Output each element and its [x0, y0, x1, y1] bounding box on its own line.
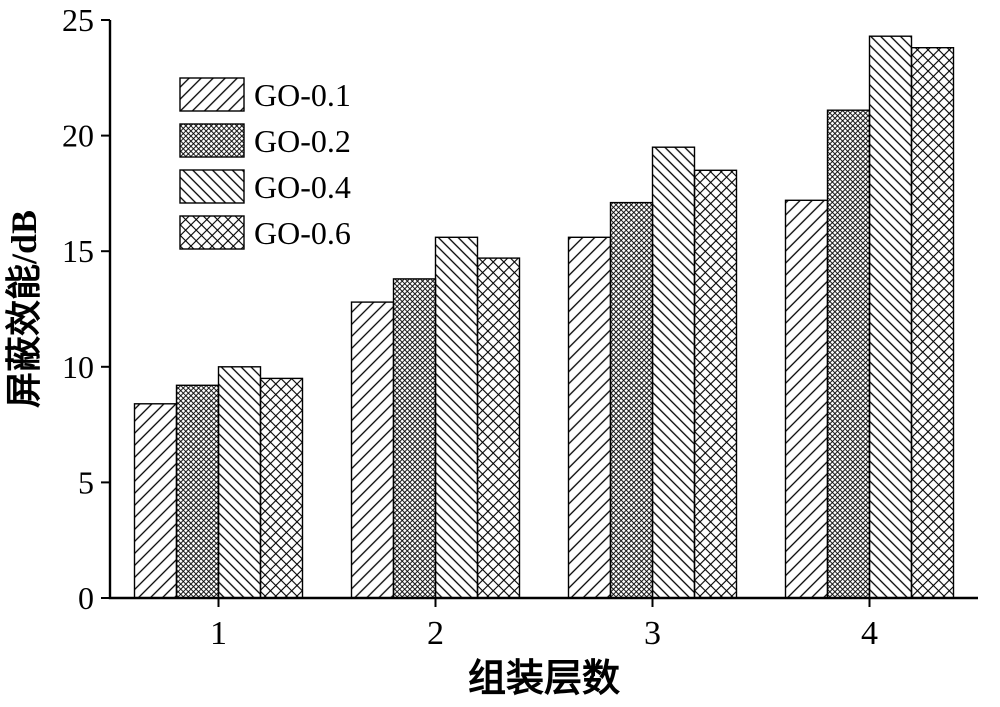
- legend-swatch-GO-0.4: [179, 169, 245, 204]
- x-tick-label: 1: [210, 615, 227, 652]
- bar-GO-0.2-layer-4: [826, 109, 871, 599]
- bar-GO-0.1-layer-2: [350, 301, 395, 599]
- y-tick-label: 20: [62, 118, 94, 154]
- y-tick-label: 10: [62, 349, 94, 385]
- x-axis-title: 组装层数: [468, 658, 620, 700]
- legend-swatch-GO-0.1: [179, 77, 245, 112]
- bar-GO-0.2-layer-3: [609, 201, 654, 599]
- bar-GO-0.1-layer-4: [784, 199, 829, 599]
- axes-frame: [108, 20, 978, 600]
- bar-GO-0.1-layer-1: [133, 403, 178, 599]
- legend-label-GO-0.1: GO-0.1: [254, 77, 351, 113]
- y-axis-title: 屏蔽效能/dB: [4, 210, 44, 408]
- legend: GO-0.1 GO-0.2 GO-0.4 GO-0.6: [179, 77, 351, 251]
- x-tick-label: 4: [861, 615, 878, 652]
- legend-label-GO-0.6: GO-0.6: [254, 215, 351, 251]
- legend-label-GO-0.4: GO-0.4: [254, 169, 351, 205]
- x-tick-label: 2: [427, 615, 444, 652]
- bar-GO-0.4-layer-2: [434, 236, 479, 599]
- bar-GO-0.4-layer-3: [651, 146, 696, 599]
- bar-GO-0.6-layer-2: [476, 257, 521, 599]
- legend-label-GO-0.2: GO-0.2: [254, 123, 351, 159]
- bar-GO-0.4-layer-4: [868, 35, 913, 599]
- bar-GO-0.6-layer-3: [693, 169, 738, 599]
- bar-GO-0.6-layer-1: [259, 377, 304, 599]
- y-tick-label: 0: [78, 580, 94, 616]
- bar-GO-0.2-layer-2: [392, 278, 437, 599]
- legend-swatch-GO-0.2: [179, 123, 245, 158]
- bar-GO-0.4-layer-1: [217, 366, 262, 599]
- y-tick-label: 5: [78, 464, 94, 500]
- legend-swatch-GO-0.6: [179, 215, 245, 250]
- x-tick-label: 3: [644, 615, 661, 652]
- y-tick-label: 15: [62, 233, 94, 269]
- bar-GO-0.6-layer-4: [910, 47, 955, 599]
- bar-GO-0.2-layer-1: [175, 384, 220, 599]
- y-tick-label: 25: [62, 2, 94, 38]
- bar-GO-0.1-layer-3: [567, 236, 612, 599]
